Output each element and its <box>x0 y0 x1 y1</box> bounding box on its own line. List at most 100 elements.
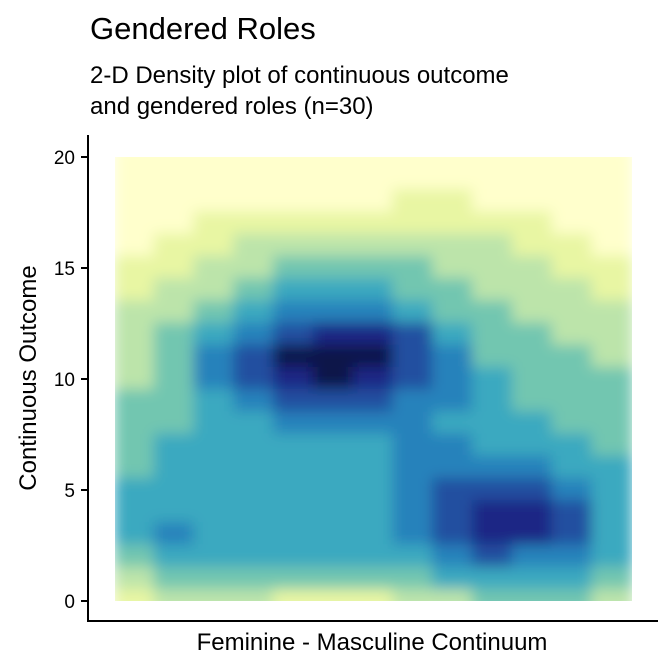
density-cell <box>115 522 156 547</box>
density-cell <box>153 389 196 414</box>
density-cell <box>392 233 435 258</box>
density-cell <box>471 522 514 547</box>
density-cell <box>551 588 594 601</box>
density-cell <box>312 344 355 369</box>
density-cell <box>312 233 355 258</box>
density-cell <box>432 433 474 458</box>
density-cell <box>392 411 435 436</box>
density-cell <box>273 366 315 392</box>
density-cell <box>352 500 395 525</box>
density-cell <box>273 233 315 258</box>
density-cell <box>432 588 474 601</box>
density-cell <box>153 211 196 236</box>
density-cell <box>115 211 156 236</box>
density-cell <box>471 366 514 392</box>
density-cell <box>591 167 632 192</box>
density-cell <box>193 255 236 281</box>
density-cell <box>551 544 594 569</box>
density-cell <box>115 157 156 170</box>
density-cell <box>551 411 594 436</box>
density-cell <box>432 411 474 436</box>
density-cell <box>551 366 594 392</box>
y-ticks: 0 5 10 15 20 <box>54 148 88 613</box>
density-cell <box>273 477 315 503</box>
density-cell <box>352 411 395 436</box>
density-cell <box>392 566 435 591</box>
density-cell <box>233 411 276 436</box>
density-cell <box>591 322 632 347</box>
density-cell <box>551 566 594 591</box>
density-cell <box>471 566 514 591</box>
density-cell <box>551 157 594 170</box>
density-cell <box>511 433 554 458</box>
density-cell <box>392 300 435 325</box>
density-cell <box>153 300 196 325</box>
density-cell <box>352 544 395 569</box>
density-cell <box>312 544 355 569</box>
density-cell <box>153 544 196 569</box>
density-cell <box>551 189 594 214</box>
density-cell <box>432 300 474 325</box>
density-cell <box>153 433 196 458</box>
density-cell <box>273 157 315 170</box>
density-cell <box>115 433 156 458</box>
density-cell <box>312 322 355 347</box>
density-cell <box>312 255 355 281</box>
density-cell <box>471 389 514 414</box>
density-cell <box>471 189 514 214</box>
density-cell <box>352 433 395 458</box>
density-cell <box>115 477 156 503</box>
density-cell <box>153 233 196 258</box>
density-cell <box>591 455 632 480</box>
density-cell <box>193 389 236 414</box>
density-cell <box>591 344 632 369</box>
density-cell <box>392 278 435 303</box>
density-cell <box>591 157 632 170</box>
density-cell <box>273 300 315 325</box>
density-cell <box>432 278 474 303</box>
density-cell <box>115 389 156 414</box>
density-cell <box>193 477 236 503</box>
chart-title: Gendered Roles <box>90 11 316 46</box>
density-cell <box>352 366 395 392</box>
density-cell <box>153 167 196 192</box>
density-cell <box>511 566 554 591</box>
density-cell <box>115 167 156 192</box>
density-cell <box>511 322 554 347</box>
density-cell <box>233 167 276 192</box>
density-cell <box>352 389 395 414</box>
density-cell <box>511 167 554 192</box>
density-cell <box>511 233 554 258</box>
density-cell <box>352 157 395 170</box>
density-cell <box>312 278 355 303</box>
density-cell <box>551 389 594 414</box>
density-cell <box>273 167 315 192</box>
density-cell <box>115 322 156 347</box>
density-cell <box>591 389 632 414</box>
density-cell <box>471 167 514 192</box>
density-cell <box>312 157 355 170</box>
density-cell <box>233 588 276 601</box>
density-cell <box>432 189 474 214</box>
density-cell <box>511 389 554 414</box>
density-cell <box>352 522 395 547</box>
density-cell <box>233 211 276 236</box>
density-cell <box>273 433 315 458</box>
density-cell <box>551 500 594 525</box>
density-cell <box>115 588 156 601</box>
density-cell <box>153 157 196 170</box>
density-cell <box>233 522 276 547</box>
density-cell <box>153 366 196 392</box>
density-cell <box>551 522 594 547</box>
density-cell <box>511 411 554 436</box>
density-cell <box>352 322 395 347</box>
density-cell <box>471 588 514 601</box>
density-cell <box>115 455 156 480</box>
density-cell <box>551 433 594 458</box>
density-surface <box>115 157 632 601</box>
density-cell <box>193 233 236 258</box>
density-cell <box>352 189 395 214</box>
density-cell <box>392 344 435 369</box>
density-cell <box>233 157 276 170</box>
